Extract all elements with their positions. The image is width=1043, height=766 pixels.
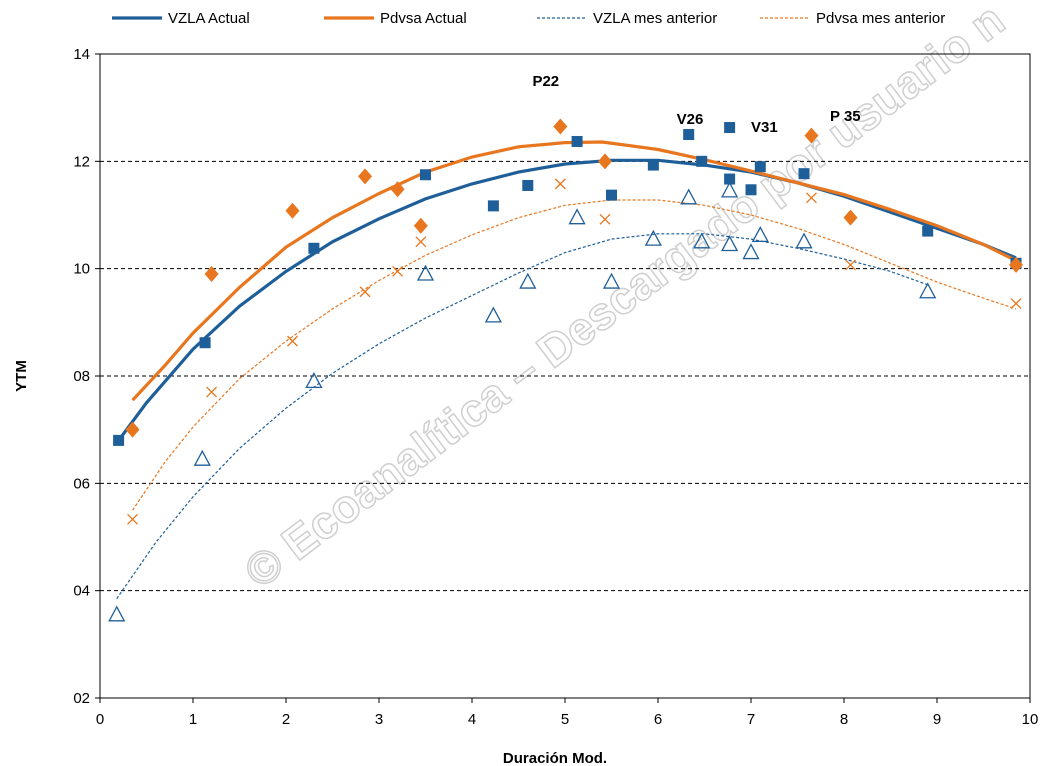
data-point: [193, 449, 211, 466]
data-point: [754, 161, 766, 173]
data-point: [683, 129, 695, 140]
data-point: [554, 178, 566, 190]
x-tick-label: 5: [561, 711, 569, 728]
data-point: [644, 229, 662, 246]
x-tick-label: 9: [933, 711, 941, 728]
legend: VZLA Actual Pdvsa Actual VZLA mes anterior…: [112, 10, 945, 27]
x-tick-label: 1: [189, 711, 197, 728]
trend-line: [117, 158, 1017, 442]
data-point: [359, 286, 371, 298]
data-point: [647, 159, 659, 171]
x-tick-label: 10: [1022, 711, 1039, 728]
y-tick-label: 12: [73, 153, 90, 170]
data-point: [599, 213, 611, 225]
y-axis-title: YTM: [13, 360, 30, 392]
x-tick-label: 3: [375, 711, 383, 728]
annotations: P22 V26 V31 P 35: [532, 73, 860, 136]
data-point: [204, 266, 219, 283]
data-point: [305, 371, 323, 389]
data-point: [571, 135, 583, 147]
x-axis: 0 1 2 3 4 5 6 7 8 9 10: [96, 698, 1039, 728]
data-point: [113, 434, 125, 446]
legend-label: VZLA Actual: [168, 10, 250, 27]
y-tick-label: 14: [73, 46, 90, 63]
data-point: [804, 127, 819, 144]
gridlines: [100, 160, 1030, 592]
data-points: [108, 118, 1024, 622]
data-point: [745, 184, 757, 196]
data-point: [922, 225, 934, 237]
data-point: [795, 232, 813, 249]
data-point: [390, 181, 405, 198]
data-point: [696, 155, 708, 167]
data-point: [680, 188, 698, 205]
data-point: [798, 168, 810, 180]
legend-label: Pdvsa Actual: [380, 10, 467, 27]
y-tick-label: 08: [73, 368, 90, 385]
data-point: [125, 421, 140, 438]
data-point: [358, 168, 373, 185]
data-point: [597, 153, 612, 170]
data-point: [416, 264, 435, 281]
data-point: [751, 226, 769, 243]
annotation-label: V31: [751, 119, 778, 136]
data-point: [553, 118, 568, 135]
y-tick-label: 06: [73, 475, 90, 492]
data-point: [287, 335, 298, 347]
data-point: [602, 272, 621, 289]
data-point: [724, 122, 736, 134]
data-point: [693, 232, 711, 249]
data-point: [487, 200, 499, 212]
data-point: [606, 189, 617, 201]
x-tick-label: 7: [747, 711, 755, 728]
data-point: [206, 386, 218, 398]
y-tick-label: 02: [73, 690, 90, 707]
x-tick-label: 6: [654, 711, 662, 728]
data-point: [742, 243, 760, 260]
data-point: [843, 209, 858, 226]
trend-line: [132, 199, 1017, 511]
data-point: [519, 272, 537, 289]
data-point: [845, 259, 856, 271]
annotation-label: P22: [532, 73, 559, 90]
data-point: [108, 605, 126, 622]
x-tick-label: 4: [468, 711, 476, 728]
data-point: [285, 202, 300, 219]
data-point: [392, 265, 404, 277]
x-tick-label: 8: [840, 711, 848, 728]
watermark-text: © Ecoanalítica – Descargado por usuario …: [235, 0, 1014, 598]
data-point: [1010, 298, 1022, 310]
data-point: [522, 179, 534, 191]
data-point: [721, 235, 739, 252]
x-tick-label: 0: [96, 711, 104, 728]
data-point: [199, 337, 211, 349]
watermark: © Ecoanalítica – Descargado por usuario …: [234, 0, 1015, 599]
annotation-label: P 35: [830, 108, 861, 125]
legend-label: Pdvsa mes anterior: [816, 10, 945, 27]
data-point: [805, 192, 817, 204]
legend-label: VZLA mes anterior: [593, 10, 717, 27]
x-tick-label: 2: [282, 711, 290, 728]
x-axis-title: Duración Mod.: [503, 750, 607, 766]
data-point: [568, 208, 586, 225]
data-point: [127, 513, 139, 525]
annotation-label: V26: [677, 111, 704, 128]
data-point: [721, 181, 739, 198]
data-point: [484, 306, 502, 323]
data-point: [919, 282, 937, 299]
data-point: [415, 236, 427, 248]
data-point: [724, 173, 736, 185]
trend-line: [131, 140, 1017, 402]
data-point: [308, 242, 320, 254]
y-tick-label: 10: [73, 261, 90, 278]
data-point: [413, 217, 428, 234]
data-point: [420, 169, 431, 181]
y-tick-label: 04: [73, 583, 90, 600]
y-axis: 02 04 06 08 10 12 14: [73, 46, 100, 707]
data-point: [1009, 256, 1024, 273]
